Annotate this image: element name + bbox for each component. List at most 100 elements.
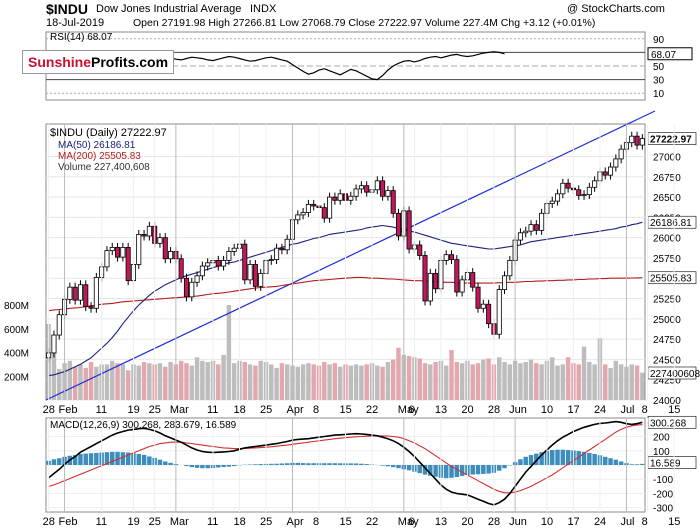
volume-bar [311, 364, 316, 400]
volume-bar [523, 362, 528, 400]
candle-body [215, 259, 221, 267]
macd-x-tick-label: 8 [642, 516, 648, 528]
macd-histogram-bar [587, 452, 592, 465]
macd-histogram-bar [390, 465, 396, 468]
candle-body [56, 314, 62, 336]
candle-body [189, 281, 195, 298]
rsi-last-tag [647, 47, 693, 61]
price-tick-label: 24500 [653, 355, 681, 366]
macd-histogram-bar [269, 463, 274, 465]
macd-histogram-bar [618, 461, 624, 465]
volume-bar [300, 364, 306, 400]
volume-bar [295, 366, 301, 400]
macd-histogram-bar [470, 465, 475, 475]
volume-bar [581, 346, 587, 400]
price-tick-label: 27000 [653, 152, 681, 163]
volume-bar [168, 362, 173, 400]
volume-bar [507, 364, 513, 400]
x-tick-label: 28 [488, 404, 500, 416]
volume-bar [253, 365, 258, 400]
price-tick-label: 24750 [653, 335, 681, 346]
macd-histogram-bar [523, 456, 528, 465]
candle-body [300, 212, 306, 216]
macd-histogram-bar [194, 465, 200, 468]
macd-x-tick-label: 25 [149, 516, 161, 528]
volume-bar [518, 363, 523, 400]
candle-body [104, 250, 110, 268]
macd-histogram-bar [189, 465, 195, 468]
x-tick-label: 18 [233, 404, 245, 416]
macd-histogram-bar [221, 465, 226, 467]
candle-body [88, 306, 94, 309]
volume-bar [200, 360, 205, 400]
volume-last-value: 227400608 [650, 369, 700, 380]
volume-bar [94, 366, 99, 400]
volume-bar [67, 360, 73, 400]
volume-bar [141, 362, 147, 400]
macd-last-value: 300.268 [650, 418, 687, 429]
candle-body [109, 246, 115, 252]
volume-bar [528, 359, 534, 400]
ohlc-summary: Open 27191.98 High 27266.81 Low 27068.79… [133, 17, 596, 29]
macd-x-tick-label: 17 [567, 516, 579, 528]
macd-tick-label: -300 [653, 504, 673, 515]
candle-body [284, 238, 290, 251]
macd-histogram-bar [120, 452, 126, 465]
macd-x-tick-label: Mar [170, 516, 189, 528]
watermark: @ StockCharts.com [567, 3, 665, 15]
macd-histogram-bar [284, 463, 290, 465]
volume-bar [327, 364, 332, 400]
volume-bar [603, 364, 608, 400]
x-tick-label: 8 [313, 404, 319, 416]
volume-bar [443, 365, 449, 400]
x-tick-label: 17 [567, 404, 579, 416]
macd-histogram-bar [168, 462, 173, 465]
candle-body [496, 289, 502, 335]
candle-body [395, 212, 402, 237]
macd-x-tick-label: 28 [488, 516, 500, 528]
volume-bar [449, 350, 454, 400]
candle-body [459, 279, 465, 293]
macd-histogram-bar [385, 465, 391, 467]
trend-line [45, 110, 656, 401]
candle-body [502, 275, 508, 290]
volume-bar [284, 364, 290, 400]
volume-bar [481, 359, 486, 400]
candle-body [231, 247, 237, 252]
candle-body [470, 272, 476, 288]
volume-bar [115, 363, 120, 400]
x-tick-label: 28 [43, 404, 55, 416]
macd-histogram-bar [104, 452, 110, 465]
candle-body [258, 272, 264, 287]
price-tick-label: 26000 [653, 234, 681, 245]
x-tick-label: Apr [286, 404, 303, 416]
price-tick-label: 25750 [653, 254, 681, 265]
candle-body [242, 243, 248, 281]
candle-body [448, 254, 455, 260]
x-tick-label: 11 [207, 404, 218, 416]
x-tick-label: May [398, 404, 419, 416]
macd-histogram-bar [592, 453, 597, 465]
macd-histogram-bar [443, 465, 449, 479]
candle-body [480, 303, 486, 309]
volume-bar [406, 356, 412, 400]
macd-histogram-bar [640, 463, 645, 465]
macd-histogram-bar [459, 465, 465, 477]
index-name: Dow Jones Industrial Average [96, 3, 242, 15]
macd-x-tick-label: 13 [435, 516, 447, 528]
macd-histogram-bar [433, 465, 438, 477]
macd-histogram-bar [157, 459, 163, 465]
candle-body [602, 171, 608, 176]
candle-body [422, 255, 428, 302]
volume-bar [348, 365, 354, 400]
volume-bar [184, 363, 189, 400]
candle-body [178, 258, 184, 279]
volume-bar [72, 366, 78, 400]
candle-body [226, 251, 232, 261]
ma200-legend: MA(200) 25505.83 [58, 151, 141, 162]
candle-body [417, 244, 423, 256]
x-tick-label: 10 [541, 404, 553, 416]
macd-histogram-bar [475, 465, 481, 475]
volume-tick-label: 400M [4, 349, 29, 360]
macd-histogram-bar [136, 453, 141, 465]
